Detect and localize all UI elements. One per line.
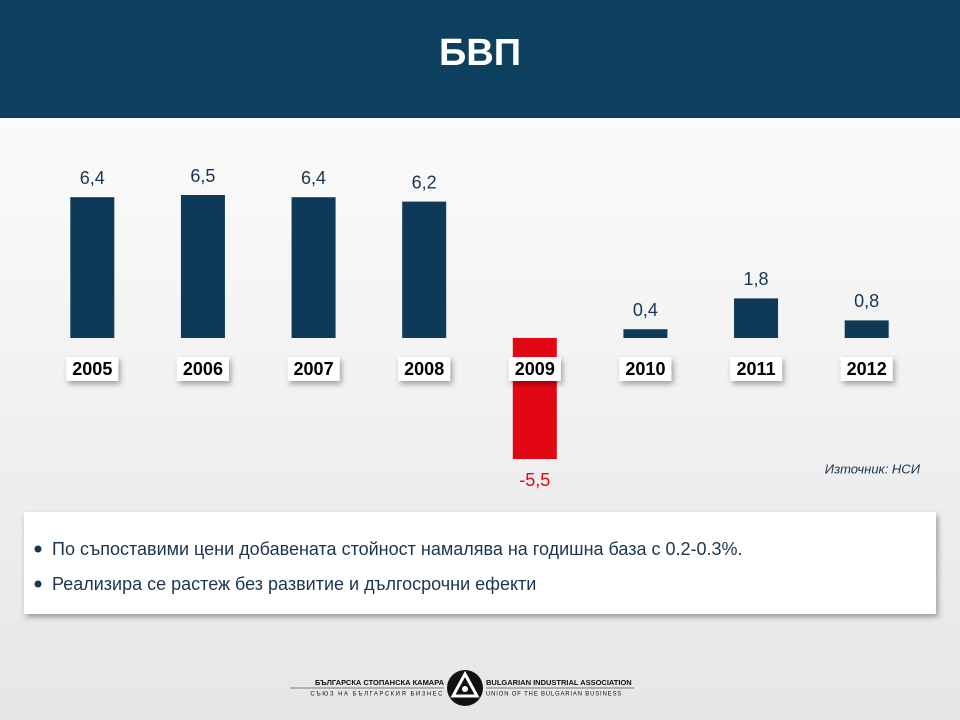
value-label: 0,8 [854,291,879,311]
bar [70,197,115,338]
category-box [730,357,783,381]
source-note: Източник: НСИ [825,461,921,476]
category-box [508,357,561,381]
logo-text: UNION OF THE BULGARIAN BUSINESS [486,692,622,698]
logo-mark [450,670,480,698]
category-box [66,357,119,381]
bar [623,329,668,338]
category-box [287,357,340,381]
category-box [619,357,672,381]
value-label: -5,5 [519,470,550,490]
category-box [840,357,893,381]
bullet-dot [34,580,42,588]
value-label: 0,4 [633,300,658,320]
x-tick-label: 2012 [847,359,887,379]
bar [734,298,779,338]
chart-title: БВП [439,32,521,74]
bar [291,197,336,338]
header-band [0,0,960,118]
value-label: 6,5 [190,166,215,186]
logo-text: СЪЮЗ НА БЪЛГАРСКИЯ БИЗНЕС [310,692,444,698]
x-tick-label: 2011 [737,359,776,379]
x-tick-label: 2006 [183,359,223,379]
bullet-text: По съпоставими цени добавената стойност … [52,539,743,559]
value-label: 6,4 [301,168,326,188]
logo-text: БЪЛГАРСКА СТОПАНСКА КАМАРА [315,678,445,687]
category-box [176,357,229,381]
value-label: 6,4 [80,168,105,188]
bar [402,201,447,338]
bar [844,320,889,338]
category-box [398,357,451,381]
x-tick-label: 2009 [515,359,555,379]
logo-text: BULGARIAN INDUSTRIAL ASSOCIATION [486,678,632,687]
bullet-text: Реализира се растеж без развитие и дълго… [52,574,536,594]
bar [512,338,557,459]
x-tick-label: 2007 [294,359,334,379]
bullet-box [24,512,936,614]
x-tick-label: 2008 [404,359,444,379]
bar [180,195,225,338]
footer-logo: БЪЛГАРСКА СТОПАНСКА КАМАРА СЪЮЗ НА БЪЛГА… [290,670,634,706]
x-tick-label: 2005 [72,359,112,379]
value-label: 6,2 [412,172,437,192]
value-label: 1,8 [744,269,769,289]
bullet-dot [34,545,42,553]
logo-mark [462,686,468,692]
x-tick-label: 2010 [625,359,665,379]
